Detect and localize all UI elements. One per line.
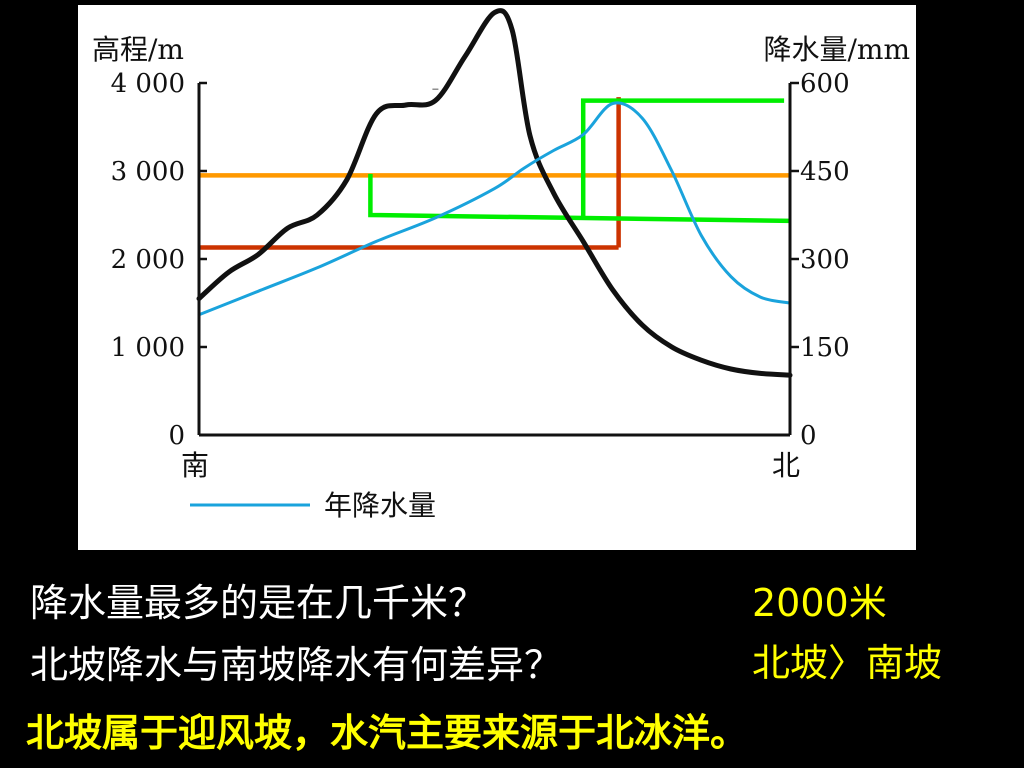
conclusion-text: 北坡属于迎风坡，水汽主要来源于北冰洋。 <box>26 711 749 755</box>
left-axis-tick-label: 3 000 <box>111 157 185 187</box>
left-axis-tick-label: 1 000 <box>111 333 185 363</box>
elevation-precipitation-chart: 0 1 000 2 000 3 000 4 000 0 150 300 450 600 高程/m 降水… <box>92 8 910 522</box>
x-label-south: 南 <box>181 449 209 482</box>
right-axis-tick-label: 600 <box>800 69 850 99</box>
right-axis-tick-label: 300 <box>800 245 850 275</box>
question-2: 北坡降水与南坡降水有何差异？ <box>30 643 563 687</box>
elevation-line <box>196 8 793 378</box>
left-axis-title: 高程/m <box>92 33 184 66</box>
left-axis-tick-label: 2 000 <box>111 245 185 275</box>
right-axis-tick-label: 150 <box>800 333 850 363</box>
left-axis-tick-label: 0 <box>168 421 185 451</box>
legend-label: 年降水量 <box>324 489 436 522</box>
right-axis-tick-label: 450 <box>800 157 850 187</box>
chart-panel: 0 1 000 2 000 3 000 4 000 0 150 300 450 600 高程/m 降水… <box>78 5 916 550</box>
left-axis-tick-label: 4 000 <box>111 69 185 99</box>
precipitation-line <box>197 101 792 317</box>
x-label-north: 北 <box>772 449 800 482</box>
answer-1: 2000米 <box>752 581 887 625</box>
annotation-bracket <box>580 98 785 218</box>
right-axis-title: 降水量/mm <box>763 33 910 66</box>
answer-2: 北坡〉南坡 <box>752 641 943 685</box>
annotation-bracket <box>368 173 791 224</box>
question-1: 降水量最多的是在几千米？ <box>30 581 487 625</box>
right-axis-tick-label: 0 <box>800 421 817 451</box>
